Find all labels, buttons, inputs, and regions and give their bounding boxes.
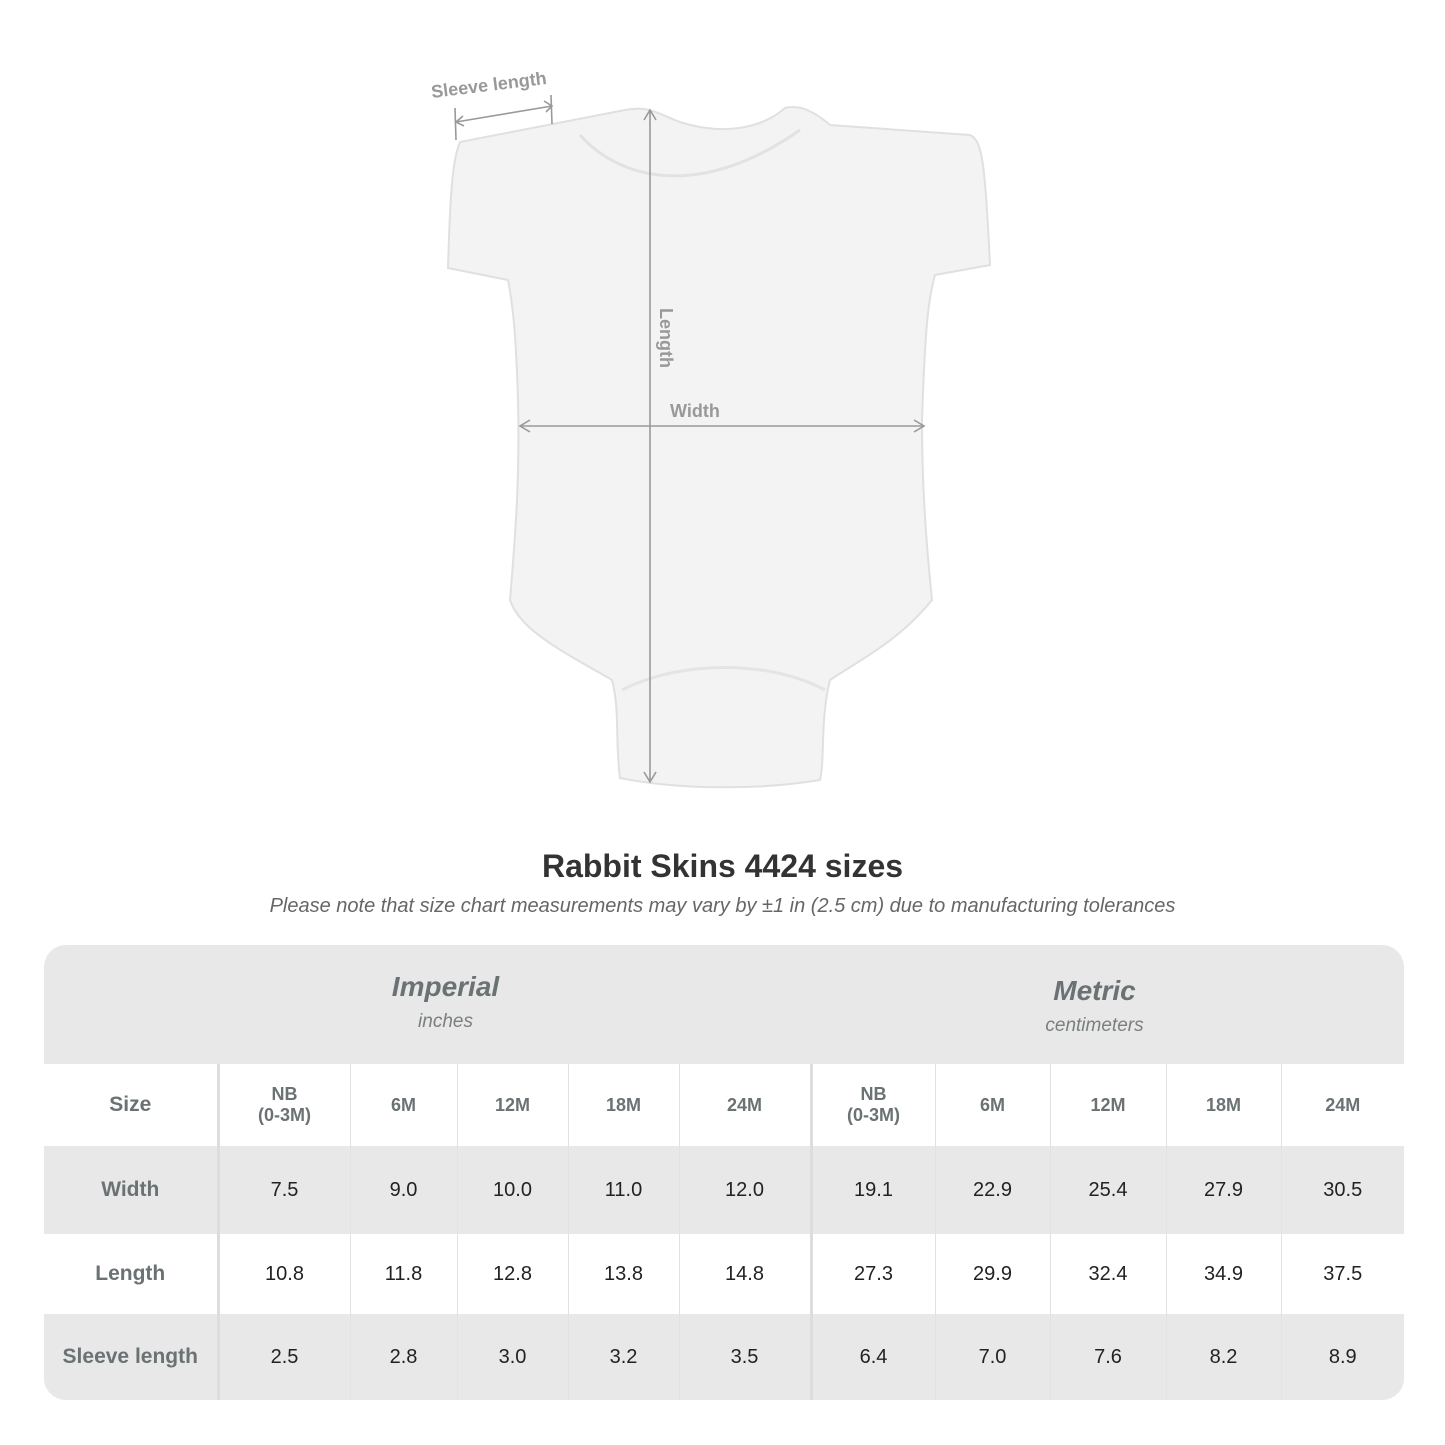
size-name: 18M: [1205, 1094, 1241, 1115]
imperial-value-cell: 2.5: [217, 1314, 350, 1400]
imperial-value-cell: 2.8: [349, 1314, 457, 1400]
size-name: 12M: [1090, 1094, 1126, 1115]
metric-value-cell: 25.4: [1049, 1146, 1166, 1234]
table-row: Length 10.8 11.8 12.8 13.8 14.8 27.3 29.9 32.4 34…: [44, 1234, 1404, 1314]
metric-value-cell: 8.9: [1280, 1314, 1404, 1400]
imperial-value-cell: 3.0: [456, 1314, 568, 1400]
size-range: (0-3M): [258, 1105, 311, 1125]
size-header-imperial: 12M: [456, 1064, 568, 1146]
imperial-value-cell: 12.8: [456, 1234, 568, 1314]
row-label: Length: [44, 1234, 220, 1314]
size-name: 24M: [1325, 1094, 1361, 1115]
imperial-value-cell: 10.8: [217, 1234, 350, 1314]
size-grid: Size NB (0-3M) 6M 12M 18M 24M NB (0-3M) 6M 12M 18M 2…: [44, 1064, 1404, 1400]
imperial-value-cell: 10.0: [456, 1146, 568, 1234]
size-header-metric: 6M: [934, 1064, 1050, 1146]
table-row: Width 7.5 9.0 10.0 11.0 12.0 19.1 22.9 25.4 27.9 3…: [44, 1146, 1404, 1234]
size-header-metric: 12M: [1049, 1064, 1166, 1146]
size-name: NB: [271, 1084, 298, 1104]
metric-value-cell: 7.0: [934, 1314, 1050, 1400]
sleeve-length-label: Sleeve length: [430, 68, 548, 102]
row-label: Width: [44, 1146, 220, 1234]
metric-value-cell: 7.6: [1049, 1314, 1166, 1400]
metric-value-cell: 22.9: [934, 1146, 1050, 1234]
onesie-shape: [446, 106, 992, 789]
metric-header: Metric centimeters: [811, 945, 1378, 1064]
chart-title: Rabbit Skins 4424 sizes: [541, 848, 904, 884]
metric-value-cell: 6.4: [809, 1314, 935, 1400]
row-label: Sleeve length: [44, 1314, 220, 1400]
size-name: NB: [860, 1084, 887, 1104]
length-label: Length: [656, 308, 676, 368]
size-header-imperial: 18M: [567, 1064, 679, 1146]
size-header-imperial: NB (0-3M): [217, 1064, 350, 1146]
measure-lines: [454, 94, 926, 784]
size-header-metric: NB (0-3M): [809, 1064, 935, 1146]
imperial-header: Imperial inches: [218, 945, 673, 1064]
imperial-value-cell: 11.0: [567, 1146, 679, 1234]
imperial-value-cell: 11.8: [349, 1234, 457, 1314]
onesie-illustration: Sleeve length Length Width: [430, 68, 992, 789]
imperial-value-cell: 13.8: [567, 1234, 679, 1314]
imperial-value-cell: 12.0: [678, 1146, 811, 1234]
width-label: Width: [670, 401, 720, 421]
metric-value-cell: 27.3: [809, 1234, 935, 1314]
size-table: Imperial inches Metric centimeters Size N…: [44, 945, 1404, 1400]
size-range: (0-3M): [847, 1105, 900, 1125]
metric-value-cell: 37.5: [1280, 1234, 1404, 1314]
metric-unit: centimeters: [1045, 1015, 1144, 1036]
size-header-metric: 24M: [1280, 1064, 1404, 1146]
metric-value-cell: 32.4: [1049, 1234, 1166, 1314]
size-header-imperial: 24M: [678, 1064, 811, 1146]
size-name: 12M: [494, 1094, 530, 1115]
metric-value-cell: 27.9: [1165, 1146, 1281, 1234]
table-row: Sleeve length 2.5 2.8 3.0 3.2 3.5 6.4 7.0 7.6 8.2…: [44, 1314, 1404, 1400]
imperial-value-cell: 14.8: [678, 1234, 811, 1314]
imperial-unit: inches: [418, 1011, 473, 1032]
size-name: 6M: [390, 1094, 416, 1115]
imperial-value-cell: 9.0: [349, 1146, 457, 1234]
size-header-metric: 18M: [1165, 1064, 1281, 1146]
size-header-imperial: 6M: [349, 1064, 457, 1146]
imperial-title: Imperial: [391, 971, 500, 1002]
metric-value-cell: 29.9: [934, 1234, 1050, 1314]
metric-title: Metric: [1053, 975, 1136, 1006]
size-name: 24M: [726, 1094, 762, 1115]
size-label: Size: [44, 1064, 220, 1146]
imperial-value-cell: 3.5: [678, 1314, 811, 1400]
size-name: 18M: [605, 1094, 641, 1115]
metric-value-cell: 8.2: [1165, 1314, 1281, 1400]
imperial-value-cell: 3.2: [567, 1314, 679, 1400]
metric-value-cell: 34.9: [1165, 1234, 1281, 1314]
size-header-row: Size NB (0-3M) 6M 12M 18M 24M NB (0-3M) 6M 12M 18M 2…: [44, 1064, 1404, 1146]
imperial-value-cell: 7.5: [217, 1146, 350, 1234]
tolerance-note: Please note that size chart measurements…: [269, 895, 1176, 917]
metric-value-cell: 30.5: [1280, 1146, 1404, 1234]
metric-value-cell: 19.1: [809, 1146, 935, 1234]
size-name: 6M: [979, 1094, 1005, 1115]
